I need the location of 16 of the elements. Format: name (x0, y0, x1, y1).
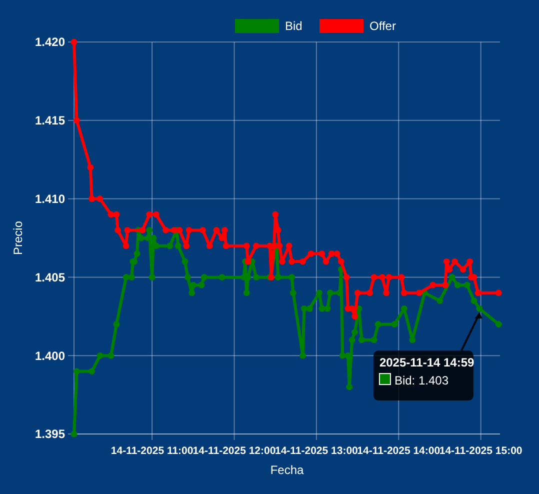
y-tick-label: 1.415 (34, 114, 66, 128)
y-tick-label: 1.400 (34, 348, 66, 363)
x-tick-label: 14-11-2025 12:00 (192, 445, 276, 457)
x-tick-label: 14-11-2025 14:00 (357, 445, 440, 457)
x-axis-title: Fecha (270, 463, 304, 477)
legend-label: Offer (370, 19, 396, 34)
legend-label: Bid (285, 19, 302, 34)
y-axis-title: Precio (11, 220, 25, 256)
x-tick-label: 14-11-2025 13:00 (274, 445, 358, 457)
y-tick-label: 1.395 (34, 427, 66, 442)
y-tick-label: 1.405 (34, 270, 66, 284)
annotation: 2025-11-14 14:59 Bid: 1.403 (379, 356, 475, 388)
y-tick-label: 1.410 (34, 192, 66, 206)
x-tick-label: 14-11-2025 15:00 (439, 445, 522, 457)
x-tick-label: 14-11-2025 11:00 (110, 445, 194, 457)
y-tick-label: 1.420 (34, 35, 66, 50)
